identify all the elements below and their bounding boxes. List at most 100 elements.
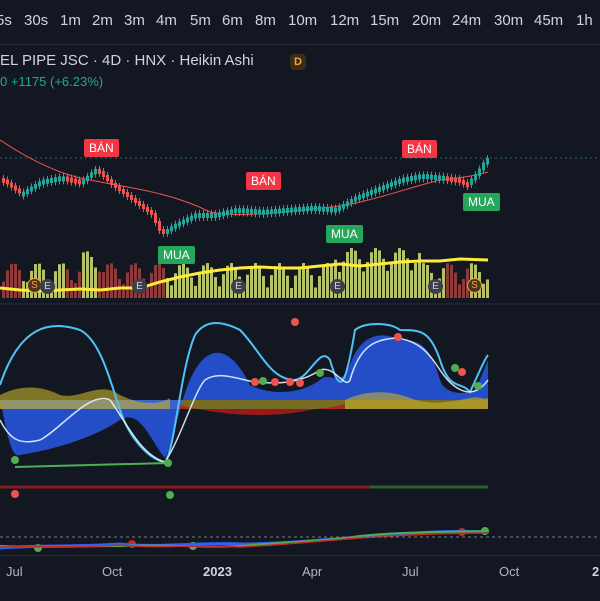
- volume-bar: [102, 272, 105, 298]
- volume-bar: [94, 267, 97, 298]
- volume-bar: [306, 266, 309, 298]
- buy-signal-label: MUA: [463, 193, 500, 211]
- volume-bar: [458, 284, 461, 298]
- wave-fill-yellow: [0, 387, 170, 409]
- interval-3m[interactable]: 3m: [124, 12, 145, 29]
- earnings-event-icon[interactable]: E: [428, 279, 443, 294]
- volume-bar: [354, 250, 357, 298]
- volume-bar: [274, 266, 277, 298]
- interval-5m[interactable]: 5m: [190, 12, 211, 29]
- volume-bar: [342, 261, 345, 298]
- earnings-event-icon[interactable]: E: [231, 279, 246, 294]
- volume-bar: [414, 262, 417, 298]
- time-tick: 2023: [203, 564, 232, 579]
- signal-dot: [271, 378, 279, 386]
- split-event-icon[interactable]: S: [467, 278, 482, 293]
- volume-bar: [194, 285, 197, 298]
- volume-bar: [10, 263, 13, 298]
- earnings-event-icon[interactable]: E: [40, 279, 55, 294]
- volume-bar: [322, 266, 325, 298]
- volume-bar: [482, 283, 485, 298]
- volume-bar: [410, 270, 413, 298]
- volume-bar: [174, 273, 177, 298]
- interval-5s[interactable]: 5s: [0, 12, 12, 29]
- volume-bar: [398, 248, 401, 298]
- volume-bar: [374, 248, 377, 298]
- volume-bar: [54, 271, 57, 298]
- time-tick: Jul: [6, 564, 23, 579]
- wave-fill-red: [180, 404, 345, 416]
- volume-bar: [182, 263, 185, 298]
- interval-1h[interactable]: 1h: [576, 12, 593, 29]
- earnings-event-icon[interactable]: E: [132, 279, 147, 294]
- chart-canvas[interactable]: [0, 0, 600, 555]
- time-tick: Apr: [302, 564, 323, 579]
- interval-20m[interactable]: 20m: [412, 12, 442, 29]
- volume-bar: [186, 267, 189, 298]
- divergence-line: [14, 462, 169, 468]
- signal-dot: [451, 364, 459, 372]
- volume-bar: [178, 265, 181, 298]
- interval-toolbar: 5s 30s 1m 2m 3m 4m 5m 6m 8m 10m 12m 15m …: [0, 0, 600, 45]
- volume-bar: [122, 284, 125, 298]
- signal-dot: [291, 318, 299, 326]
- volume-bar: [302, 263, 305, 298]
- volume-bar: [390, 262, 393, 298]
- volume-bar: [294, 275, 297, 298]
- interval-1m[interactable]: 1m: [60, 12, 81, 29]
- signal-dot: [474, 382, 482, 390]
- buy-signal-label: MUA: [326, 225, 363, 243]
- volume-bar: [254, 263, 257, 298]
- earnings-event-icon[interactable]: E: [330, 279, 345, 294]
- interval-4m[interactable]: 4m: [156, 12, 177, 29]
- signal-dot: [11, 456, 19, 464]
- time-axis[interactable]: Jul Oct 2023 Apr Jul Oct 2: [0, 555, 600, 601]
- volume-bar: [350, 248, 353, 298]
- volume-bar: [106, 264, 109, 298]
- sell-signal-label: BÁN: [246, 172, 281, 190]
- volume-bar: [6, 270, 9, 298]
- interval-15m[interactable]: 15m: [370, 12, 400, 29]
- interval-30s[interactable]: 30s: [24, 12, 49, 29]
- signal-dot: [458, 368, 466, 376]
- volume-bar: [218, 286, 221, 298]
- volume-bar: [386, 270, 389, 298]
- interval-45m[interactable]: 45m: [534, 12, 564, 29]
- interval-10m[interactable]: 10m: [288, 12, 318, 29]
- volume-bar: [446, 263, 449, 298]
- signal-dot: [394, 333, 402, 341]
- interval-2m[interactable]: 2m: [92, 12, 113, 29]
- volume-bar: [418, 252, 421, 298]
- interval-8m[interactable]: 8m: [255, 12, 276, 29]
- volume-bar: [170, 285, 173, 298]
- signal-dot: [166, 491, 174, 499]
- signal-dot: [316, 369, 324, 377]
- volume-bar: [214, 277, 217, 298]
- interval-24m[interactable]: 24m: [452, 12, 482, 29]
- volume-bar: [146, 284, 149, 298]
- volume-bar: [378, 250, 381, 298]
- volume-bar: [250, 265, 253, 298]
- volume-bar: [454, 272, 457, 298]
- volume-bar: [286, 275, 289, 298]
- volume-bar: [370, 252, 373, 298]
- wave-fill-yellow-2: [345, 392, 488, 409]
- volume-bar: [318, 276, 321, 298]
- interval-12m[interactable]: 12m: [330, 12, 360, 29]
- volume-bar: [358, 259, 361, 298]
- volume-bar: [62, 263, 65, 298]
- price-change: 0 +1175 (+6.23%): [0, 74, 104, 89]
- volume-bar: [266, 287, 269, 298]
- volume-bar: [166, 278, 169, 298]
- symbol-title[interactable]: EL PIPE JSC · 4D · HNX · Heikin Ashi: [0, 52, 254, 69]
- interval-30m[interactable]: 30m: [494, 12, 524, 29]
- time-tick: Jul: [402, 564, 419, 579]
- buy-signal-label: MUA: [158, 246, 195, 264]
- interval-6m[interactable]: 6m: [222, 12, 243, 29]
- volume-bar: [262, 276, 265, 298]
- volume-bar: [58, 264, 61, 298]
- signal-dot: [296, 379, 304, 387]
- volume-bar: [154, 264, 157, 298]
- volume-ma-line: [0, 257, 489, 293]
- volume-bar: [242, 286, 245, 298]
